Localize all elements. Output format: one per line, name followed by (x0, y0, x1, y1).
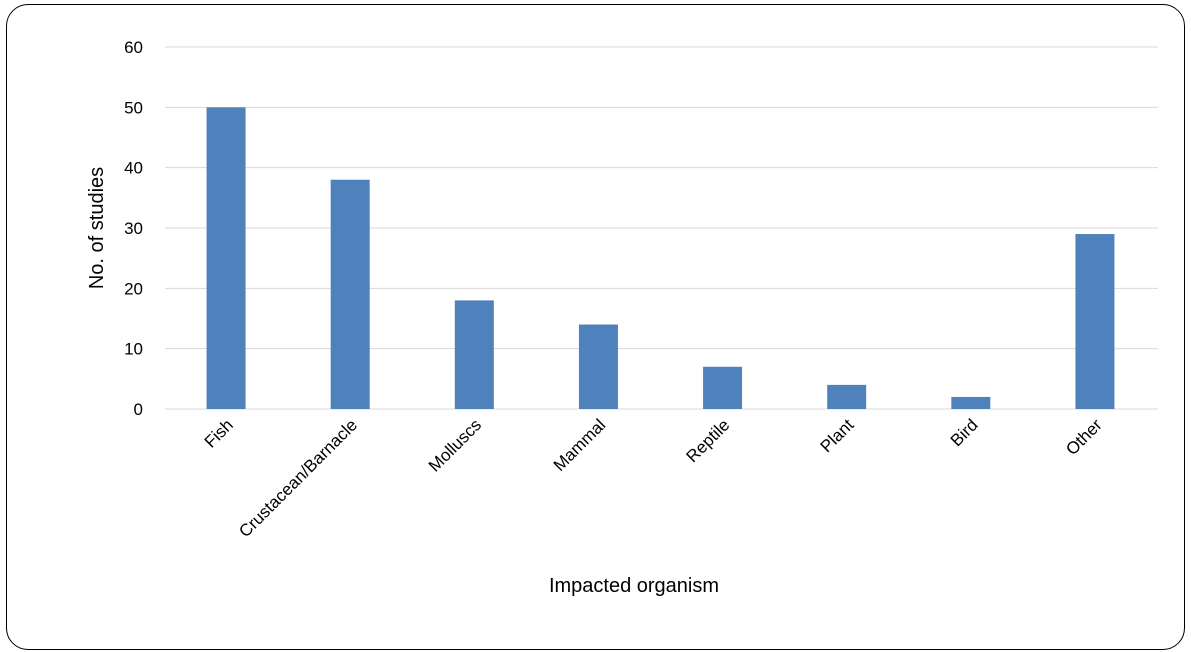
gridlines (165, 46, 1158, 410)
y-axis-ticks: 0 10 20 30 40 50 60 (124, 38, 143, 419)
x-axis-title: Impacted organism (549, 575, 719, 597)
y-tick-label: 30 (124, 219, 143, 238)
x-tick-label: Fish (201, 415, 237, 451)
bar-molluscs (454, 300, 494, 409)
y-axis-title: No. of studies (86, 167, 108, 289)
y-tick-label: 20 (124, 279, 143, 298)
bar-bird (951, 396, 991, 409)
y-tick-label: 10 (124, 340, 143, 359)
x-tick-label: Plant (817, 415, 858, 456)
x-tick-label: Other (1062, 415, 1106, 459)
y-tick-label: 50 (124, 98, 143, 117)
y-tick-label: 60 (124, 38, 143, 57)
bar-mammal (578, 324, 618, 409)
bar-plant (827, 384, 867, 409)
bar-fish (206, 107, 246, 409)
bar-other (1075, 234, 1115, 409)
bars (206, 107, 1115, 409)
x-tick-label: Molluscs (425, 415, 485, 475)
x-tick-label: Crustacean/Barnacle (235, 415, 361, 541)
x-tick-label: Mammal (550, 415, 610, 475)
bar-crustacean-barnacle (330, 179, 370, 409)
x-tick-label: Reptile (683, 415, 734, 466)
x-tick-label: Bird (947, 415, 982, 450)
bar-reptile (703, 366, 743, 409)
y-tick-label: 0 (134, 400, 143, 419)
y-tick-label: 40 (124, 159, 143, 178)
